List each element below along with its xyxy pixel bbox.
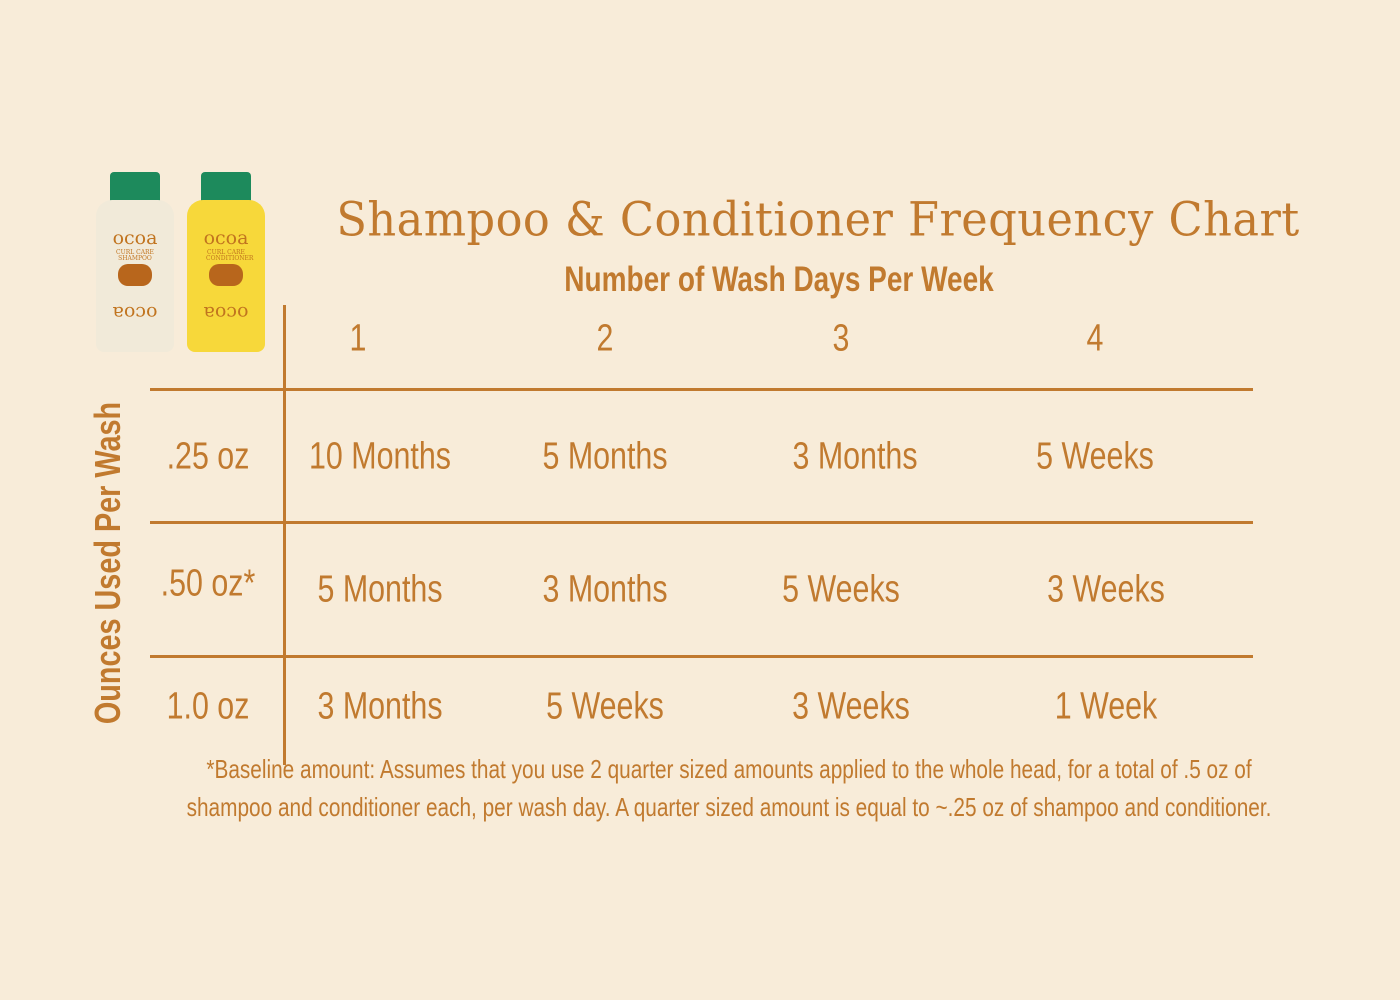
- row-label: .50 oz*: [160, 562, 256, 605]
- column-header: 3: [832, 317, 850, 360]
- table-cell: 5 Weeks: [546, 685, 664, 728]
- bottle-cap: [110, 172, 160, 202]
- table-cell: 3 Weeks: [1047, 568, 1165, 611]
- brand-logo-inverted: ocoa: [112, 302, 158, 324]
- table-cell: 1 Week: [1054, 685, 1158, 728]
- column-axis-label: Number of Wash Days Per Week: [564, 260, 994, 299]
- row-label: .25 oz: [166, 435, 250, 478]
- column-header: 1: [349, 317, 367, 360]
- table-cell: 3 Months: [792, 435, 918, 478]
- column-header: 4: [1086, 317, 1104, 360]
- bottle-label: CURL CARE SHAMPOO: [116, 249, 154, 262]
- row-divider: [150, 655, 1253, 658]
- column-header: 2: [596, 317, 614, 360]
- brand-logo: ocoa: [203, 227, 249, 249]
- brand-logo: ocoa: [112, 227, 158, 249]
- table-cell: 5 Months: [317, 568, 443, 611]
- column-divider: [283, 305, 286, 765]
- emblem-icon: [209, 264, 243, 286]
- table-cell: 3 Months: [542, 568, 668, 611]
- row-divider: [150, 388, 1253, 391]
- table-cell: 10 Months: [309, 435, 451, 478]
- table-cell: 5 Weeks: [782, 568, 900, 611]
- row-divider: [150, 521, 1253, 524]
- chart-title: Shampoo & Conditioner Frequency Chart: [336, 192, 1300, 248]
- footnote-line-2: shampoo and conditioner each, per wash d…: [186, 792, 1272, 822]
- row-label: 1.0 oz: [166, 685, 250, 728]
- bottle-label: CURL CARE CONDITIONER: [206, 249, 254, 262]
- table-cell: 3 Weeks: [792, 685, 910, 728]
- table-cell: 5 Months: [542, 435, 668, 478]
- table-cell: 5 Weeks: [1036, 435, 1154, 478]
- table-cell: 3 Months: [317, 685, 443, 728]
- emblem-icon: [118, 264, 152, 286]
- footnote-line-1: *Baseline amount: Assumes that you use 2…: [206, 754, 1252, 784]
- bottle-cap: [201, 172, 251, 202]
- brand-logo-inverted: ocoa: [203, 302, 249, 324]
- footnote: *Baseline amount: Assumes that you use 2…: [187, 750, 1272, 826]
- row-axis-label: Ounces Used Per Wash: [87, 401, 128, 725]
